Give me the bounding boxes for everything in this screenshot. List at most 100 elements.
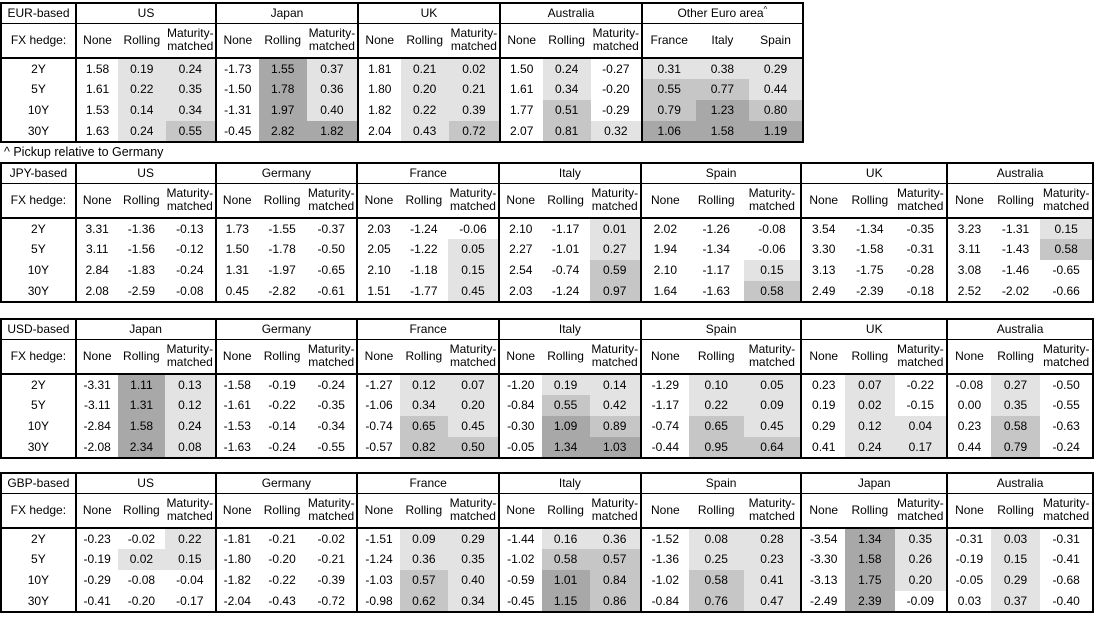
country-header: Italy [498, 163, 641, 184]
value-cell: 0.23 [946, 416, 991, 437]
subcol-header: None [639, 339, 689, 375]
subcol-header: Rolling [688, 183, 744, 219]
value-cell: -0.31 [906, 242, 935, 257]
tenor-label: 2Y [1, 58, 77, 79]
value-cell: -1.06 [356, 395, 400, 416]
value-cell: -1.01 [551, 242, 580, 257]
value-cell: 0.26 [894, 549, 948, 570]
table-row: 5Y -3.11 1.31 0.12 -1.61 -0.22 -0.35 -1.06 0.34 0… [1, 395, 1093, 416]
base-currency-label: EUR-based [1, 3, 77, 24]
table-row: 5Y 1.61 0.22 0.35 -1.50 1.78 0.36 1.80 0.20 0.21 1… [1, 79, 803, 100]
subcol-header: None [946, 493, 991, 529]
value-cell: 0.84 [589, 570, 641, 591]
value-cell: 1.31 [214, 260, 259, 281]
country-header: Other Euro area^ [640, 3, 803, 24]
country-header: Australia [946, 473, 1093, 494]
subcol-header: Rolling [541, 183, 590, 219]
value-cell: -0.57 [356, 437, 400, 458]
value-cell: -1.24 [356, 549, 400, 570]
subcol-header: None [639, 183, 689, 219]
subcol-header: Maturity-matched [743, 339, 802, 375]
value-cell: 2.03 [498, 281, 542, 302]
value-cell: 0.97 [589, 281, 641, 302]
value-cell: 1.31 [117, 395, 166, 416]
value-cell: -1.63 [702, 283, 730, 298]
subcol-header: None [498, 23, 543, 59]
value-cell: -1.31 [214, 100, 259, 121]
value-cell: 1.61 [75, 79, 118, 100]
value-cell: -1.24 [410, 221, 438, 236]
table-row: 30Y -0.41 -0.20 -0.17 -2.04 -0.43 -0.72 -0.98 0.… [1, 591, 1093, 612]
other-tables-region: JPY-based US Germany France Italy Spain UK Aust… [0, 162, 1094, 613]
value-cell: -1.51 [356, 528, 400, 549]
value-cell: 0.28 [743, 528, 802, 549]
value-cell: 1.11 [117, 374, 166, 395]
value-cell: 0.36 [306, 79, 358, 100]
value-cell: -2.49 [800, 591, 846, 612]
value-cell: 1.75 [845, 570, 895, 591]
value-cell: -3.30 [800, 549, 846, 570]
value-cell: -0.55 [317, 439, 345, 454]
value-cell: -1.63 [214, 437, 259, 458]
value-cell: -0.19 [74, 549, 118, 570]
value-cell: 0.29 [990, 570, 1041, 591]
value-cell: -1.02 [498, 549, 542, 570]
value-cell: 0.34 [542, 79, 591, 100]
subcol-header: Maturity-matched [894, 183, 948, 219]
value-cell: 0.57 [589, 549, 641, 570]
value-cell: 3.11 [946, 239, 991, 260]
value-cell: 0.72 [448, 121, 500, 142]
value-cell: -0.27 [602, 61, 630, 76]
value-cell: 2.08 [74, 281, 118, 302]
country-header: France [356, 163, 500, 184]
value-cell: 0.12 [165, 395, 216, 416]
value-cell: -0.40 [1052, 593, 1080, 608]
table-row: 10Y -2.84 1.58 0.24 -1.53 -0.14 -0.34 -0.74 0.65… [1, 416, 1093, 437]
value-cell: -3.54 [800, 528, 846, 549]
value-cell: -0.63 [1052, 419, 1080, 434]
tenor-label: 5Y [1, 79, 77, 100]
table-row: 2Y -3.31 1.11 0.13 -1.58 -0.19 -0.24 -1.27 0.12 0… [1, 374, 1093, 395]
value-cell: -1.75 [856, 263, 884, 278]
subcol-header: None [946, 183, 991, 219]
table-row: 10Y 2.84 -1.83 -0.24 1.31 -1.97 -0.65 2.10 -1.18… [1, 260, 1093, 281]
value-cell: 0.79 [990, 437, 1041, 458]
table-row: 5Y -0.19 0.02 0.15 -1.80 -0.20 -0.21 -1.24 0.36 0… [1, 549, 1093, 570]
value-cell: -0.14 [268, 419, 296, 434]
value-cell: 3.08 [946, 260, 991, 281]
value-cell: 3.30 [800, 239, 846, 260]
country-header: Germany [214, 473, 358, 494]
value-cell: 0.27 [990, 374, 1041, 395]
value-cell: 2.04 [356, 121, 401, 142]
subcol-header: Maturity-matched [165, 493, 216, 529]
value-cell: 0.22 [400, 100, 449, 121]
value-cell: -1.97 [268, 263, 296, 278]
value-cell: -0.31 [946, 528, 991, 549]
value-cell: 0.22 [118, 79, 166, 100]
subcol-header: None [356, 23, 401, 59]
value-cell: 0.34 [165, 100, 216, 121]
table-row: 10Y -0.29 -0.08 -0.04 -1.82 -0.22 -0.39 -1.03 0.… [1, 570, 1093, 591]
table-row: 30Y 2.08 -2.59 -0.08 0.45 -2.82 -0.61 1.51 -1.77… [1, 281, 1093, 302]
value-cell: 0.20 [447, 395, 500, 416]
value-cell: 1.82 [306, 121, 358, 142]
value-cell: 0.62 [399, 591, 448, 612]
value-cell: 0.22 [165, 528, 216, 549]
value-cell: -0.98 [356, 591, 400, 612]
subcol-header: Maturity-matched [165, 183, 216, 219]
tenor-label: 30Y [1, 437, 77, 458]
value-cell: 0.45 [447, 416, 500, 437]
subcol-header: Maturity-matched [743, 183, 802, 219]
value-cell: -0.24 [268, 439, 296, 454]
subcol-header: Maturity-matched [1040, 493, 1093, 529]
subcol-header: Rolling [541, 339, 590, 375]
fx-hedge-label: FX hedge: [1, 339, 77, 375]
value-cell: 0.35 [894, 528, 948, 549]
country-header: Japan [800, 473, 948, 494]
country-header: Spain [639, 473, 802, 494]
value-cell: 0.58 [990, 416, 1041, 437]
subcol-header: Maturity-matched [165, 339, 216, 375]
value-cell: -0.41 [1052, 552, 1080, 567]
value-cell: -0.15 [906, 398, 935, 413]
value-cell: 0.03 [990, 528, 1041, 549]
